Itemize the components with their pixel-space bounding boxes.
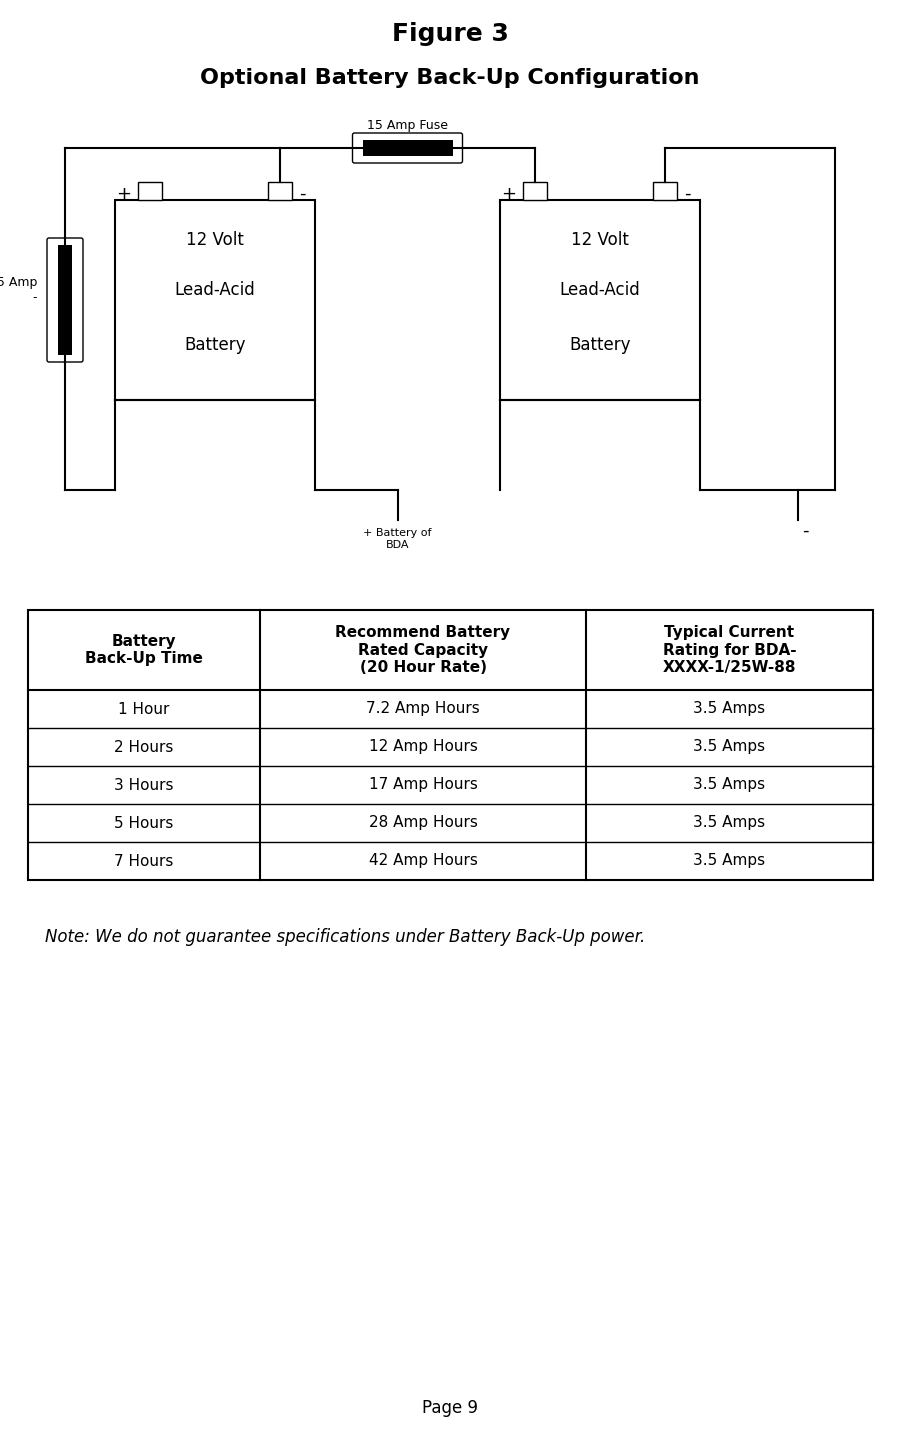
Bar <box>500 200 700 401</box>
Text: 5 Hours: 5 Hours <box>114 816 174 830</box>
Text: + Battery of
BDA: + Battery of BDA <box>363 527 432 549</box>
Bar <box>138 182 162 200</box>
Text: 17 Amp Hours: 17 Amp Hours <box>369 778 478 793</box>
Text: 3.5 Amps: 3.5 Amps <box>693 702 766 716</box>
Text: -: - <box>803 522 809 540</box>
Text: 15 Amp
-: 15 Amp - <box>0 277 37 304</box>
Text: 15 Amp Fuse: 15 Amp Fuse <box>367 120 448 133</box>
Text: Battery: Battery <box>184 336 246 354</box>
Text: Recommend Battery
Rated Capacity
(20 Hour Rate): Recommend Battery Rated Capacity (20 Hou… <box>335 625 511 674</box>
Text: Optional Battery Back-Up Configuration: Optional Battery Back-Up Configuration <box>200 68 700 88</box>
Text: 3.5 Amps: 3.5 Amps <box>693 853 766 869</box>
Text: 12 Volt: 12 Volt <box>187 231 244 249</box>
Text: 2 Hours: 2 Hours <box>114 739 174 755</box>
Bar <box>58 245 72 354</box>
Text: 3.5 Amps: 3.5 Amps <box>693 778 766 793</box>
Text: 12 Volt: 12 Volt <box>571 231 629 249</box>
Text: 28 Amp Hours: 28 Amp Hours <box>369 816 478 830</box>
Text: +: + <box>116 184 132 203</box>
Text: 3.5 Amps: 3.5 Amps <box>693 816 766 830</box>
Text: Note: We do not guarantee specifications under Battery Back-Up power.: Note: We do not guarantee specifications… <box>45 928 645 945</box>
Text: 3.5 Amps: 3.5 Amps <box>693 739 766 755</box>
Text: Battery
Back-Up Time: Battery Back-Up Time <box>86 634 203 666</box>
Bar <box>653 182 677 200</box>
FancyBboxPatch shape <box>47 238 83 362</box>
Text: -: - <box>684 184 690 203</box>
Text: Battery: Battery <box>569 336 631 354</box>
Text: 42 Amp Hours: 42 Amp Hours <box>369 853 478 869</box>
Text: -: - <box>299 184 305 203</box>
Text: 12 Amp Hours: 12 Amp Hours <box>369 739 478 755</box>
Text: Lead-Acid: Lead-Acid <box>175 281 255 298</box>
Text: Lead-Acid: Lead-Acid <box>560 281 641 298</box>
Text: 1 Hour: 1 Hour <box>119 702 170 716</box>
Bar <box>523 182 547 200</box>
Text: Page 9: Page 9 <box>422 1399 478 1417</box>
Text: Figure 3: Figure 3 <box>392 22 508 46</box>
Text: Typical Current
Rating for BDA-
XXXX-1/25W-88: Typical Current Rating for BDA- XXXX-1/2… <box>662 625 796 674</box>
Text: 7.2 Amp Hours: 7.2 Amp Hours <box>366 702 480 716</box>
Text: +: + <box>502 184 516 203</box>
Bar <box>362 140 452 156</box>
Text: 7 Hours: 7 Hours <box>114 853 174 869</box>
Text: 3 Hours: 3 Hours <box>114 778 174 793</box>
Bar <box>268 182 292 200</box>
Bar <box>115 200 315 401</box>
Bar <box>28 610 873 880</box>
FancyBboxPatch shape <box>352 133 462 163</box>
